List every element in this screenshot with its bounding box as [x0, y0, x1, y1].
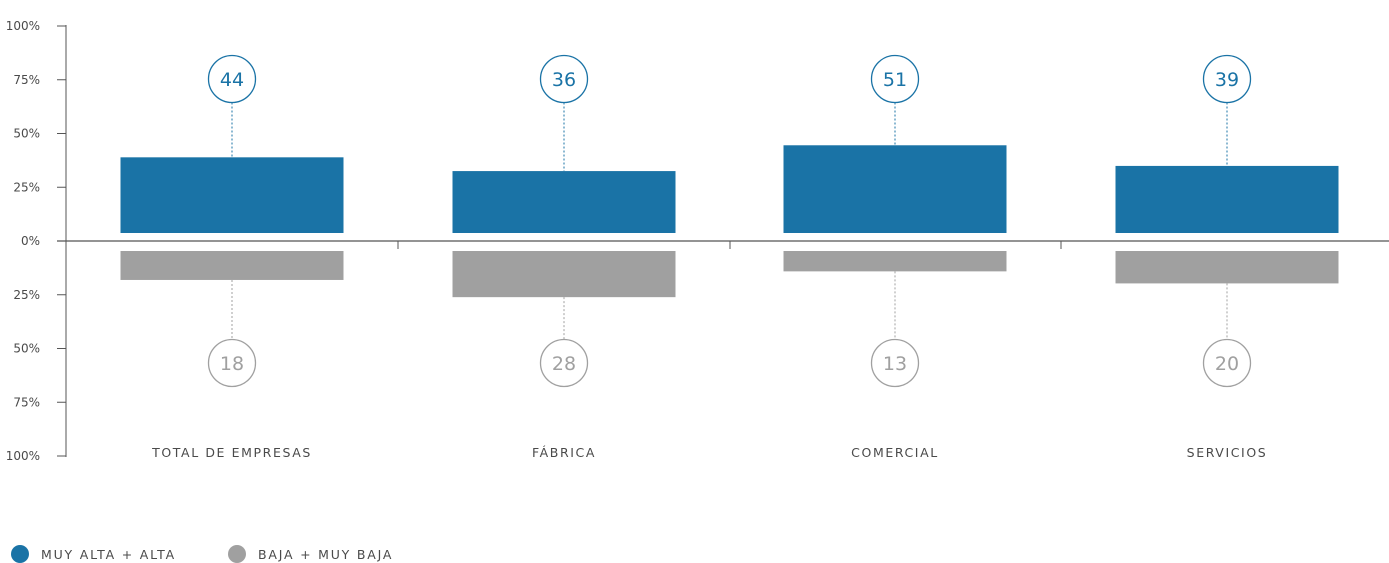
bar-baja-muy-baja: [120, 251, 344, 280]
data-label-up: 36: [552, 69, 576, 91]
bar-muy-alta-alta: [120, 157, 344, 233]
y-tick-label: 25%: [13, 288, 40, 302]
bar-baja-muy-baja: [452, 251, 676, 298]
diverging-bar-chart: 0% 25% 50% 75% 100% 25% 50% 75% 100% 44 18 TOTAL DE…: [6, 19, 1389, 463]
legend-label-muy-alta-alta: MUY ALTA + ALTA: [41, 546, 176, 562]
data-label-down: 18: [220, 353, 244, 375]
category-label: COMERCIAL: [851, 445, 939, 460]
bar-baja-muy-baja: [1115, 251, 1339, 284]
value-bubble-up: [207, 54, 257, 104]
bar-baja-muy-baja: [783, 251, 1007, 272]
bar-muy-alta-alta: [783, 145, 1007, 233]
bar-muy-alta-alta: [452, 171, 676, 233]
data-label-up: 44: [220, 69, 244, 91]
data-label-down: 28: [552, 353, 576, 375]
category-label: TOTAL DE EMPRESAS: [151, 445, 312, 460]
legend-swatch-gray: [227, 545, 246, 563]
legend-label-baja-muy-baja: BAJA + MUY BAJA: [257, 546, 394, 562]
y-tick-label: 100%: [6, 19, 40, 33]
y-tick-label: 100%: [6, 449, 40, 463]
legend: MUY ALTA + ALTA BAJA + MUY BAJA: [11, 545, 445, 563]
legend-item-baja-muy-baja: BAJA + MUY BAJA: [227, 545, 394, 563]
data-label-up: 51: [883, 69, 907, 91]
y-tick-label: 50%: [13, 342, 40, 356]
y-tick-label: 75%: [13, 73, 40, 87]
value-bubble-up: [1202, 54, 1252, 104]
value-bubble-down: [870, 338, 920, 388]
data-label-up: 39: [1215, 69, 1239, 91]
data-label-down: 20: [1215, 353, 1239, 375]
category-label: SERVICIOS: [1187, 445, 1268, 460]
value-bubble-up: [870, 54, 920, 104]
bar-muy-alta-alta: [1115, 165, 1339, 233]
value-bubble-down: [1202, 338, 1252, 388]
value-bubble-down: [539, 338, 589, 388]
y-tick-label: 75%: [13, 395, 40, 409]
y-tick-label: 25%: [13, 180, 40, 194]
y-tick-label: 50%: [13, 127, 40, 141]
data-label-down: 13: [883, 353, 907, 375]
value-bubble-up: [539, 54, 589, 104]
legend-swatch-blue: [11, 545, 29, 563]
legend-item-muy-alta-alta: MUY ALTA + ALTA: [11, 545, 176, 563]
category-label: FÁBRICA: [532, 445, 596, 460]
value-bubble-down: [207, 338, 257, 388]
y-tick-label: 0%: [21, 234, 40, 248]
